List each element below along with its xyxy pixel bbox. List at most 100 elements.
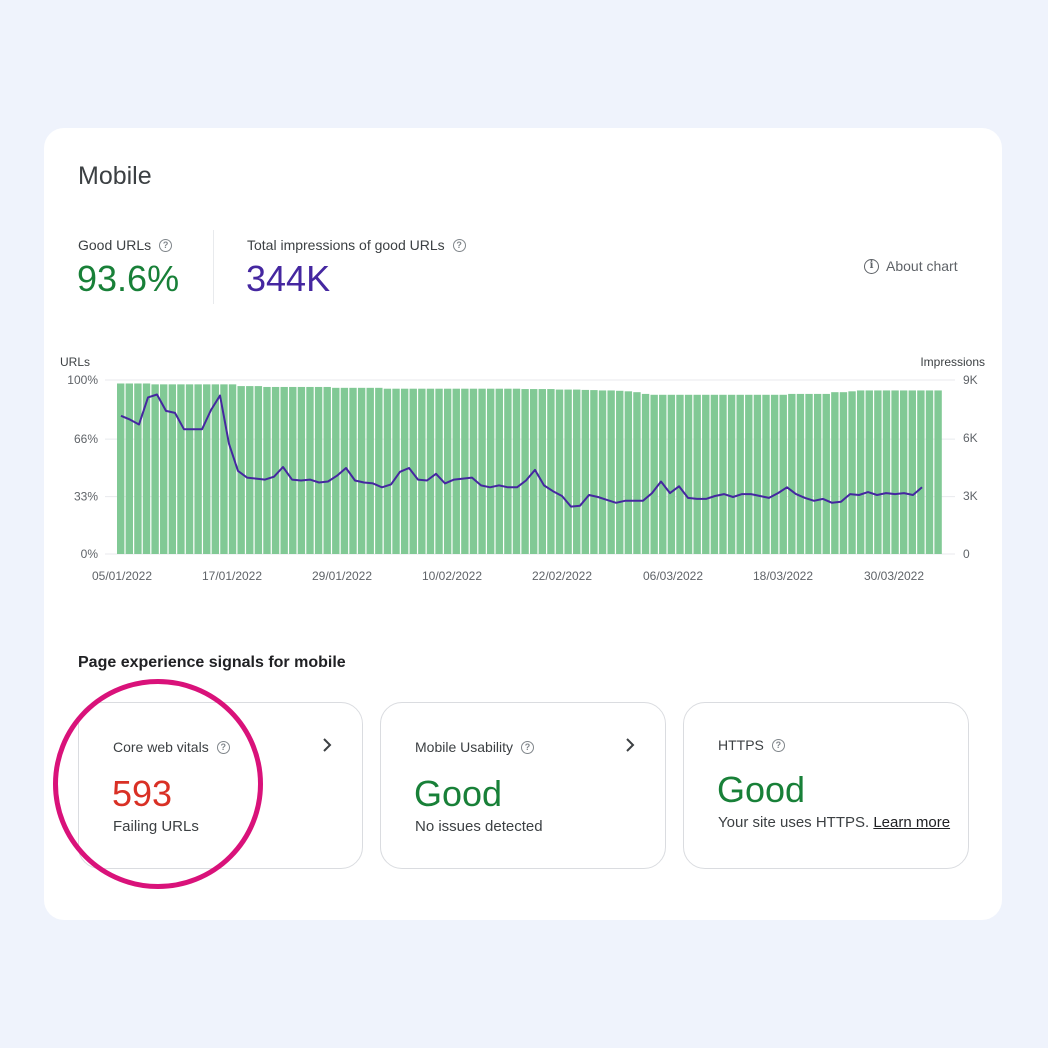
bar	[366, 387, 374, 554]
bar	[332, 387, 340, 554]
bar	[400, 388, 409, 554]
bar	[693, 394, 701, 554]
bar	[831, 392, 839, 554]
left-tick-label: 33%	[74, 490, 98, 504]
mobile-usability-card[interactable]: Mobile Usability ? Good No issues detect…	[380, 702, 666, 869]
chevron-right-icon[interactable]	[319, 737, 335, 753]
bar	[813, 393, 822, 554]
bar	[564, 389, 572, 554]
bar	[581, 389, 590, 554]
bar	[435, 388, 443, 554]
bar	[934, 390, 942, 554]
https-value: Good	[717, 769, 806, 810]
usability-sub: No issues detected	[415, 818, 543, 835]
https-sub-row: Your site uses HTTPS. Learn more	[718, 814, 950, 831]
bar	[375, 387, 383, 554]
bar	[452, 388, 460, 554]
bar	[727, 394, 736, 554]
bar	[659, 394, 667, 554]
bar	[848, 391, 856, 554]
x-tick-label: 10/02/2022	[422, 569, 482, 583]
right-axis-label: Impressions	[920, 355, 985, 369]
bar	[865, 390, 873, 554]
bar	[409, 388, 417, 554]
metric-divider	[213, 230, 214, 304]
bar	[538, 389, 546, 554]
usability-label: Mobile Usability	[415, 739, 514, 755]
bar	[590, 390, 598, 554]
bar	[117, 383, 125, 554]
bar	[805, 393, 813, 554]
bar	[607, 390, 615, 554]
bar	[650, 394, 658, 554]
bar	[246, 386, 254, 554]
bar	[779, 394, 787, 554]
bar	[160, 384, 168, 554]
bar	[616, 390, 624, 554]
bar	[418, 388, 426, 554]
bar	[504, 388, 512, 554]
bar	[547, 389, 555, 554]
bar	[306, 386, 314, 554]
bar	[882, 390, 891, 554]
bar	[383, 388, 392, 554]
bar	[289, 386, 297, 554]
https-header: HTTPS ?	[718, 737, 785, 753]
bar	[314, 386, 323, 554]
bar	[461, 388, 469, 554]
bar	[357, 387, 366, 554]
bar	[676, 394, 684, 554]
https-label: HTTPS	[718, 737, 764, 753]
help-icon[interactable]: ?	[771, 738, 785, 752]
bar	[856, 390, 865, 554]
bar	[185, 384, 194, 554]
bar	[495, 388, 503, 554]
bar	[667, 394, 676, 554]
bar	[891, 390, 899, 554]
bar	[194, 384, 202, 554]
bar	[349, 387, 357, 554]
usability-value: Good	[414, 773, 503, 814]
info-icon: i	[864, 258, 879, 274]
help-icon[interactable]: ?	[452, 238, 466, 252]
bar	[486, 388, 495, 554]
bar	[340, 387, 349, 554]
about-chart-button[interactable]: i About chart	[864, 258, 958, 274]
about-chart-label: About chart	[886, 258, 958, 274]
bar	[228, 384, 237, 554]
right-tick-label: 3K	[963, 489, 978, 503]
bar	[469, 388, 478, 554]
help-icon[interactable]: ?	[216, 740, 230, 754]
bar	[839, 392, 848, 554]
x-tick-label: 17/01/2022	[202, 569, 262, 583]
learn-more-link[interactable]: Learn more	[873, 814, 951, 831]
bar	[908, 390, 916, 554]
bar	[323, 386, 331, 554]
left-tick-label: 100%	[67, 373, 98, 387]
x-tick-label: 18/03/2022	[753, 569, 813, 583]
bar	[211, 384, 220, 554]
good-urls-metric-label: Good URLs ?	[78, 237, 173, 253]
x-tick-label: 06/03/2022	[643, 569, 703, 583]
axis-ticks: 100% 66% 33% 0% 9K 6K 3K 0 05/01/2022 17/01/2022 2…	[67, 373, 977, 583]
bar	[125, 383, 133, 554]
impressions-value: 344K	[246, 258, 331, 299]
https-sub: Your site uses HTTPS.	[718, 814, 870, 831]
right-tick-label: 9K	[963, 373, 978, 387]
cwv-label: Core web vitals	[113, 739, 209, 755]
core-web-vitals-card[interactable]: Core web vitals ? 593 Failing URLs	[78, 702, 363, 869]
bar	[753, 394, 762, 554]
chevron-right-icon[interactable]	[622, 737, 638, 753]
bar	[641, 393, 650, 554]
right-tick-label: 6K	[963, 431, 978, 445]
bar	[512, 388, 521, 554]
bar	[177, 384, 185, 554]
page-title: Mobile	[78, 162, 152, 190]
impressions-metric-label: Total impressions of good URLs ?	[247, 237, 466, 253]
bar	[762, 394, 770, 554]
left-tick-label: 66%	[74, 432, 98, 446]
help-icon[interactable]: ?	[159, 238, 173, 252]
help-icon[interactable]: ?	[521, 740, 535, 754]
bar	[874, 390, 882, 554]
bar	[263, 386, 271, 554]
